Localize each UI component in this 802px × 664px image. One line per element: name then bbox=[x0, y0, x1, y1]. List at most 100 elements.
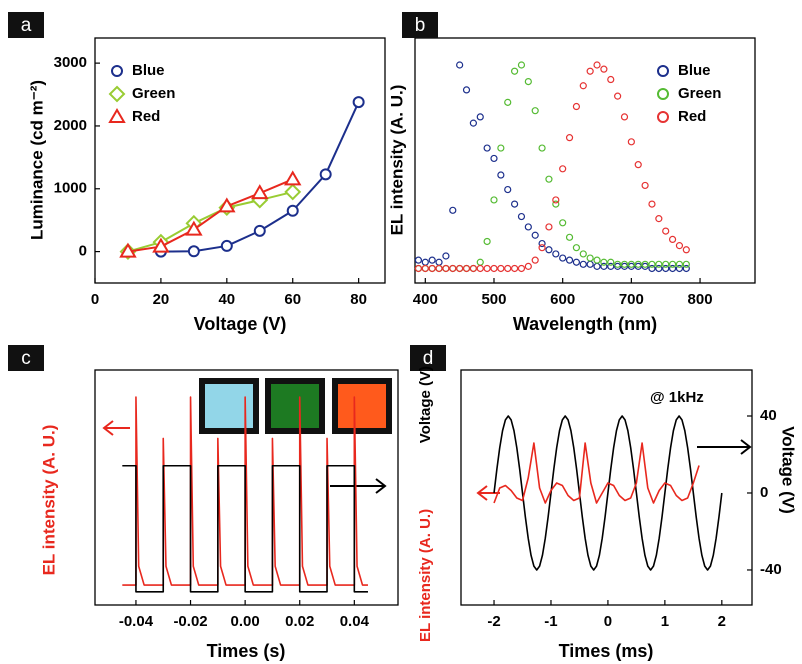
y2-tick-label: 0 bbox=[760, 484, 768, 501]
x-tick-label: 800 bbox=[688, 291, 713, 308]
marker bbox=[593, 262, 601, 270]
marker bbox=[421, 264, 429, 273]
y2-tick-label: -40 bbox=[760, 561, 782, 578]
marker bbox=[675, 264, 684, 273]
x-tick-label: 60 bbox=[284, 291, 301, 308]
x-axis-label: Voltage (V) bbox=[194, 314, 287, 334]
marker bbox=[675, 260, 684, 268]
marker bbox=[620, 262, 629, 270]
plot-frame bbox=[94, 37, 386, 284]
marker bbox=[524, 78, 532, 86]
marker bbox=[442, 252, 450, 260]
marker bbox=[662, 260, 670, 268]
marker bbox=[682, 264, 690, 273]
marker bbox=[572, 244, 581, 252]
marker bbox=[476, 113, 484, 121]
marker bbox=[641, 262, 649, 270]
x-tick-label: 80 bbox=[350, 291, 367, 308]
legend-marker bbox=[108, 108, 126, 123]
inset-green bbox=[265, 378, 325, 434]
marker bbox=[187, 245, 200, 258]
panel-label: b bbox=[415, 15, 426, 36]
marker bbox=[662, 264, 670, 273]
arrow-right-black bbox=[697, 439, 752, 455]
marker bbox=[483, 144, 491, 152]
x-tick-label: 400 bbox=[413, 291, 438, 308]
arrow-left-red bbox=[102, 420, 130, 436]
marker bbox=[462, 86, 471, 94]
x-tick-label: 0.02 bbox=[285, 613, 314, 630]
marker bbox=[545, 223, 553, 231]
marker bbox=[627, 260, 635, 268]
x-tick-label: 0.04 bbox=[340, 613, 370, 630]
marker bbox=[641, 181, 649, 190]
marker bbox=[565, 256, 574, 264]
marker bbox=[565, 233, 574, 241]
x-tick-label: 700 bbox=[619, 291, 644, 308]
y-axis-label: Voltage (V) bbox=[417, 366, 434, 443]
panel-label-box bbox=[410, 345, 446, 371]
panel-label: a bbox=[21, 15, 32, 36]
marker bbox=[490, 196, 498, 204]
series-line bbox=[122, 464, 368, 593]
marker bbox=[497, 264, 505, 273]
x-tick-label: -1 bbox=[544, 613, 557, 630]
x-axis-label: Times (ms) bbox=[559, 641, 654, 661]
panel-label-box bbox=[402, 12, 438, 38]
x-axis-label: Wavelength (nm) bbox=[513, 314, 657, 334]
marker bbox=[614, 262, 622, 270]
marker bbox=[682, 260, 690, 268]
marker bbox=[428, 264, 436, 273]
marker bbox=[435, 264, 443, 273]
marker bbox=[572, 258, 581, 266]
marker bbox=[504, 185, 512, 194]
marker bbox=[517, 61, 526, 69]
marker bbox=[435, 258, 443, 266]
marker bbox=[607, 258, 615, 266]
arrow-right-black bbox=[330, 478, 387, 494]
x-tick-label: -2 bbox=[487, 613, 500, 630]
marker bbox=[641, 260, 649, 268]
legend-label: Red bbox=[132, 108, 160, 125]
marker bbox=[504, 264, 512, 273]
panel-label: d bbox=[423, 348, 434, 369]
marker bbox=[545, 246, 553, 254]
marker bbox=[600, 262, 608, 270]
inset-red bbox=[332, 378, 392, 434]
marker bbox=[442, 264, 450, 273]
legend-label: Blue bbox=[132, 62, 165, 79]
marker bbox=[655, 260, 663, 268]
plot-frame bbox=[94, 369, 399, 606]
series-line bbox=[127, 190, 293, 253]
marker bbox=[524, 262, 532, 270]
marker bbox=[469, 119, 477, 127]
marker bbox=[251, 184, 269, 200]
marker bbox=[524, 223, 532, 231]
panel-label: c bbox=[21, 348, 31, 369]
plot-frame bbox=[414, 37, 756, 284]
y2-axis-label: Voltage (V) bbox=[779, 426, 798, 514]
x-tick-label: -0.04 bbox=[119, 613, 154, 630]
legend-label: Green bbox=[132, 85, 175, 102]
marker bbox=[607, 262, 615, 270]
marker bbox=[552, 196, 560, 204]
marker bbox=[600, 65, 608, 73]
marker bbox=[607, 75, 615, 84]
marker bbox=[490, 264, 498, 273]
marker bbox=[428, 256, 436, 264]
x-tick-label: 20 bbox=[153, 291, 170, 308]
marker bbox=[476, 264, 484, 273]
marker bbox=[469, 264, 477, 273]
marker bbox=[668, 235, 677, 243]
marker bbox=[559, 254, 567, 262]
x-tick-label: 500 bbox=[481, 291, 506, 308]
marker bbox=[675, 242, 684, 250]
marker bbox=[648, 200, 656, 208]
marker bbox=[220, 239, 233, 252]
marker bbox=[648, 264, 656, 273]
marker bbox=[152, 237, 170, 253]
marker bbox=[319, 168, 332, 181]
series-line bbox=[122, 396, 368, 586]
marker bbox=[185, 220, 203, 236]
